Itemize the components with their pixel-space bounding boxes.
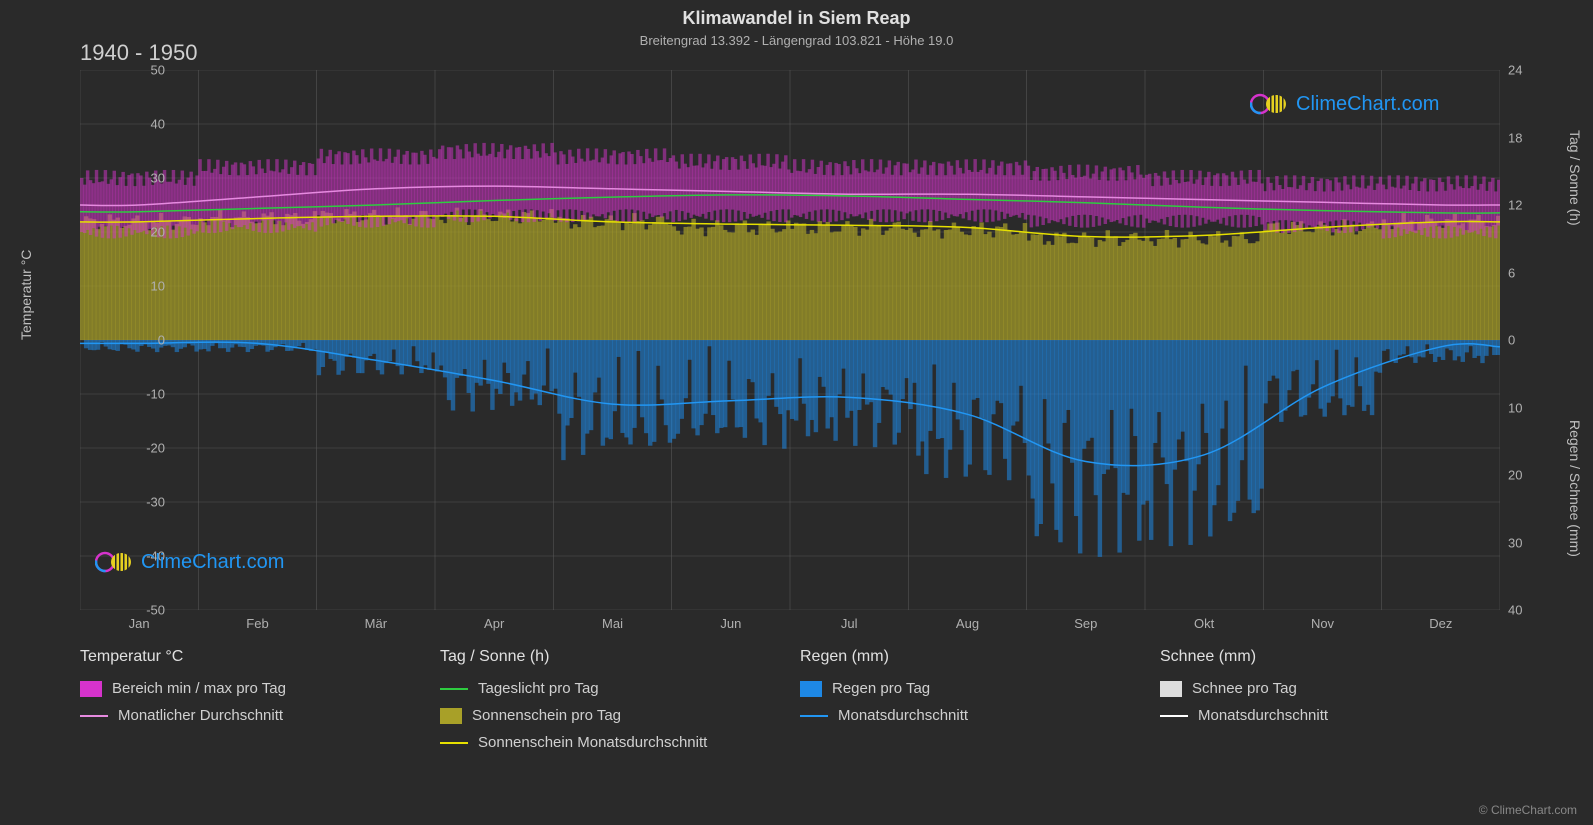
legend-swatch [440, 688, 468, 690]
legend-label: Schnee pro Tag [1192, 680, 1297, 697]
y-axis-right-top-label: Tag / Sonne (h) [1567, 130, 1583, 226]
legend-header: Temperatur °C [80, 648, 420, 666]
y-tick-left: -10 [125, 387, 165, 402]
chart-svg [80, 70, 1500, 610]
y-axis-right-bottom-label: Regen / Schnee (mm) [1567, 420, 1583, 557]
legend-header: Schnee (mm) [1160, 648, 1500, 666]
x-tick-month: Dez [1429, 616, 1452, 631]
legend-header: Regen (mm) [800, 648, 1140, 666]
legend-label: Sonnenschein pro Tag [472, 707, 621, 724]
y-tick-right: 20 [1508, 468, 1522, 483]
legend-label: Tageslicht pro Tag [478, 680, 599, 697]
legend-label: Sonnenschein Monatsdurchschnitt [478, 734, 707, 751]
legend-swatch [440, 708, 462, 724]
legend-group: Temperatur °C Bereich min / max pro Tag Mo… [80, 648, 420, 761]
legend: Temperatur °C Bereich min / max pro Tag Mo… [80, 648, 1500, 761]
legend-group: Schnee (mm) Schnee pro Tag Monatsdurchschn… [1160, 648, 1500, 761]
legend-item: Monatsdurchschnitt [1160, 707, 1500, 724]
x-tick-month: Sep [1074, 616, 1097, 631]
y-tick-right: 30 [1508, 535, 1522, 550]
y-axis-left-label: Temperatur °C [18, 250, 34, 340]
legend-item: Bereich min / max pro Tag [80, 680, 420, 697]
legend-swatch [800, 681, 822, 697]
y-tick-right: 10 [1508, 400, 1522, 415]
x-tick-month: Jun [720, 616, 741, 631]
y-tick-left: 30 [125, 171, 165, 186]
x-tick-month: Okt [1194, 616, 1214, 631]
y-tick-right: 12 [1508, 198, 1522, 213]
legend-swatch [1160, 715, 1188, 717]
y-tick-left: 10 [125, 279, 165, 294]
legend-item: Regen pro Tag [800, 680, 1140, 697]
legend-item: Monatlicher Durchschnitt [80, 707, 420, 724]
y-tick-right: 40 [1508, 603, 1522, 618]
legend-item: Monatsdurchschnitt [800, 707, 1140, 724]
x-tick-month: Mär [365, 616, 387, 631]
x-tick-month: Apr [484, 616, 504, 631]
x-tick-month: Nov [1311, 616, 1334, 631]
legend-label: Monatsdurchschnitt [838, 707, 968, 724]
legend-label: Monatlicher Durchschnitt [118, 707, 283, 724]
legend-label: Monatsdurchschnitt [1198, 707, 1328, 724]
legend-swatch [800, 715, 828, 717]
y-tick-right: 0 [1508, 333, 1515, 348]
chart-subtitle: Breitengrad 13.392 - Längengrad 103.821 … [0, 29, 1593, 48]
y-tick-left: 20 [125, 225, 165, 240]
chart-plot-area [80, 70, 1500, 610]
x-tick-month: Jan [129, 616, 150, 631]
legend-swatch [1160, 681, 1182, 697]
x-tick-month: Jul [841, 616, 858, 631]
legend-label: Regen pro Tag [832, 680, 930, 697]
y-tick-left: 40 [125, 117, 165, 132]
legend-group: Regen (mm) Regen pro Tag Monatsdurchschnit… [800, 648, 1140, 761]
legend-item: Sonnenschein Monatsdurchschnitt [440, 734, 780, 751]
y-tick-left: 0 [125, 333, 165, 348]
y-tick-left: -30 [125, 495, 165, 510]
x-tick-month: Aug [956, 616, 979, 631]
legend-swatch [80, 715, 108, 717]
watermark-bottom: ClimeChart.com [95, 550, 284, 574]
watermark-top: ClimeChart.com [1250, 92, 1439, 116]
legend-swatch [80, 681, 102, 697]
x-tick-month: Feb [246, 616, 268, 631]
legend-item: Tageslicht pro Tag [440, 680, 780, 697]
legend-item: Sonnenschein pro Tag [440, 707, 780, 724]
chart-title: Klimawandel in Siem Reap [0, 0, 1593, 29]
y-tick-right: 6 [1508, 265, 1515, 280]
legend-swatch [440, 742, 468, 744]
legend-label: Bereich min / max pro Tag [112, 680, 286, 697]
legend-header: Tag / Sonne (h) [440, 648, 780, 666]
legend-item: Schnee pro Tag [1160, 680, 1500, 697]
y-tick-right: 18 [1508, 130, 1522, 145]
legend-group: Tag / Sonne (h) Tageslicht pro Tag Sonnens… [440, 648, 780, 761]
x-tick-month: Mai [602, 616, 623, 631]
y-tick-left: 50 [125, 63, 165, 78]
y-tick-left: -20 [125, 441, 165, 456]
y-tick-right: 24 [1508, 63, 1522, 78]
copyright: © ClimeChart.com [1479, 803, 1577, 817]
